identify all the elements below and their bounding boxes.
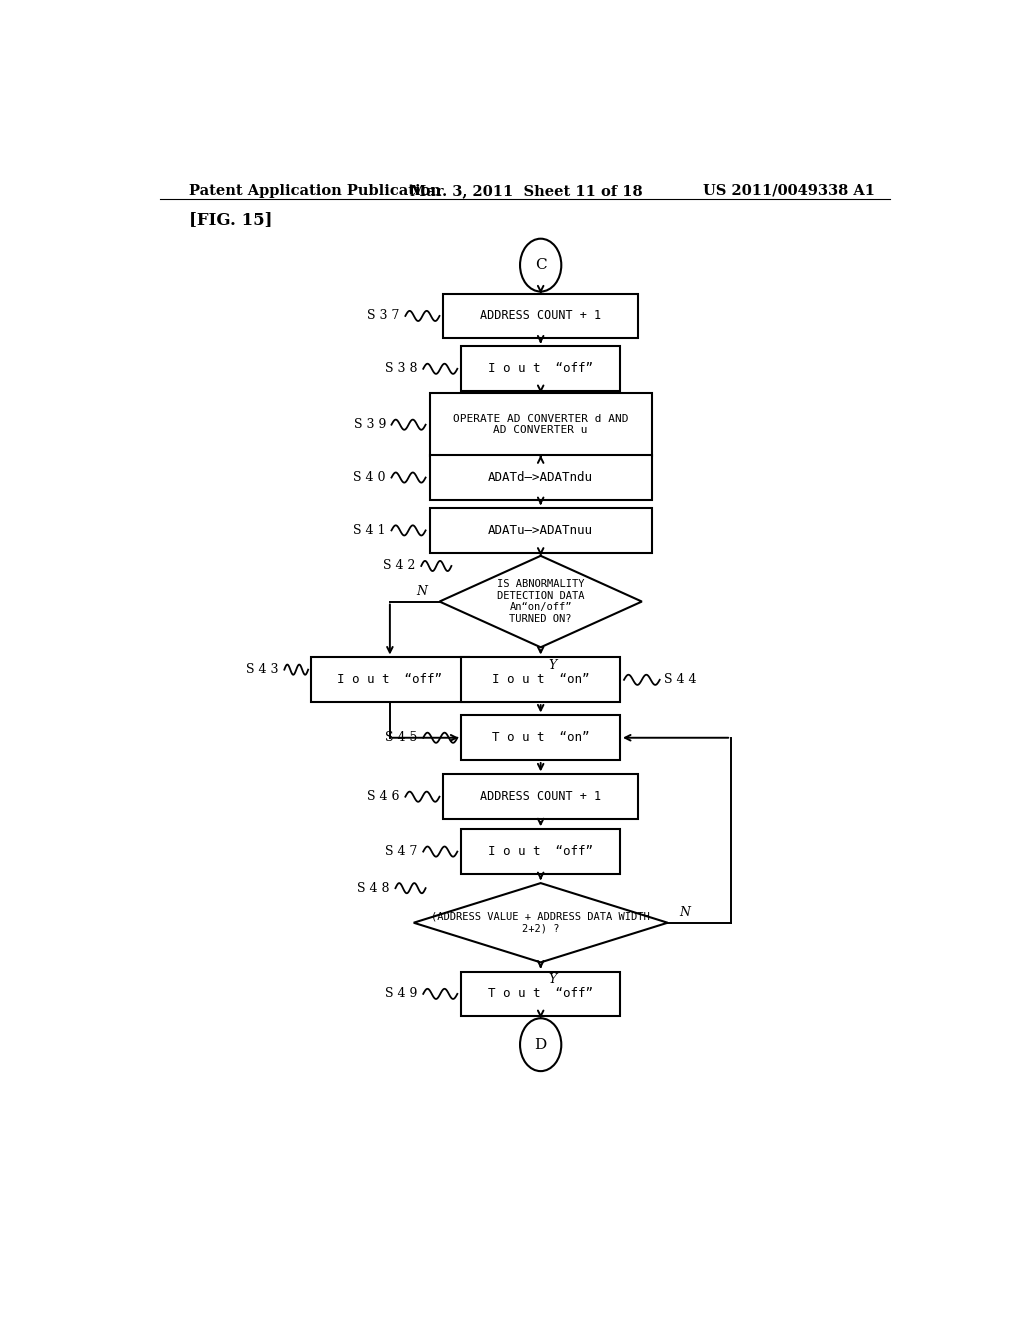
Text: S 4 0: S 4 0 [353, 471, 386, 484]
Text: S 4 6: S 4 6 [368, 791, 399, 803]
Bar [310, 657, 469, 702]
Text: IS ABNORMALITY
DETECTION DATA
An“on/off”
TURNED ON?: IS ABNORMALITY DETECTION DATA An“on/off”… [497, 579, 585, 624]
Bar [462, 346, 621, 391]
Text: N: N [680, 906, 690, 919]
Text: I o u t  “off”: I o u t “off” [337, 673, 442, 686]
Text: ADDRESS COUNT + 1: ADDRESS COUNT + 1 [480, 791, 601, 803]
Text: S 4 2: S 4 2 [383, 560, 416, 573]
Text: ADATu—>ADATnuu: ADATu—>ADATnuu [488, 524, 593, 537]
Text: N: N [417, 585, 428, 598]
Text: Y: Y [549, 973, 557, 986]
Bar [462, 829, 621, 874]
Bar [430, 393, 652, 457]
Text: S 3 7: S 3 7 [368, 309, 399, 322]
Text: OPERATE AD CONVERTER d AND
AD CONVERTER u: OPERATE AD CONVERTER d AND AD CONVERTER … [453, 414, 629, 436]
Text: I o u t  “off”: I o u t “off” [488, 362, 593, 375]
Text: US 2011/0049338 A1: US 2011/0049338 A1 [703, 183, 876, 198]
Text: D: D [535, 1038, 547, 1052]
Text: S 4 4: S 4 4 [664, 673, 696, 686]
Text: ADATd—>ADATndu: ADATd—>ADATndu [488, 471, 593, 484]
Text: S 4 5: S 4 5 [385, 731, 418, 744]
Circle shape [520, 1018, 561, 1071]
Text: S 3 9: S 3 9 [353, 418, 386, 432]
Bar [430, 508, 652, 553]
Text: Patent Application Publication: Patent Application Publication [189, 183, 441, 198]
Text: S 4 9: S 4 9 [385, 987, 418, 1001]
Circle shape [520, 239, 561, 292]
Polygon shape [439, 556, 642, 647]
Bar [462, 972, 621, 1016]
Text: [FIG. 15]: [FIG. 15] [189, 211, 272, 228]
Bar [443, 775, 638, 818]
Text: I o u t  “off”: I o u t “off” [488, 845, 593, 858]
Text: S 4 7: S 4 7 [385, 845, 418, 858]
Bar [462, 715, 621, 760]
Bar [430, 455, 652, 500]
Text: (ADDRESS VALUE + ADDRESS DATA WIDTH
2+2) ?: (ADDRESS VALUE + ADDRESS DATA WIDTH 2+2)… [431, 912, 650, 933]
Bar [462, 657, 621, 702]
Text: T o u t  “on”: T o u t “on” [492, 731, 590, 744]
Text: I o u t  “on”: I o u t “on” [492, 673, 590, 686]
Text: S 4 3: S 4 3 [247, 663, 279, 676]
Bar [443, 293, 638, 338]
Polygon shape [414, 883, 668, 962]
Text: T o u t  “off”: T o u t “off” [488, 987, 593, 1001]
Text: Mar. 3, 2011  Sheet 11 of 18: Mar. 3, 2011 Sheet 11 of 18 [410, 183, 642, 198]
Text: S 4 1: S 4 1 [353, 524, 386, 537]
Text: S 3 8: S 3 8 [385, 362, 418, 375]
Text: Y: Y [549, 660, 557, 672]
Text: C: C [535, 259, 547, 272]
Text: ADDRESS COUNT + 1: ADDRESS COUNT + 1 [480, 309, 601, 322]
Text: S 4 8: S 4 8 [357, 882, 390, 895]
